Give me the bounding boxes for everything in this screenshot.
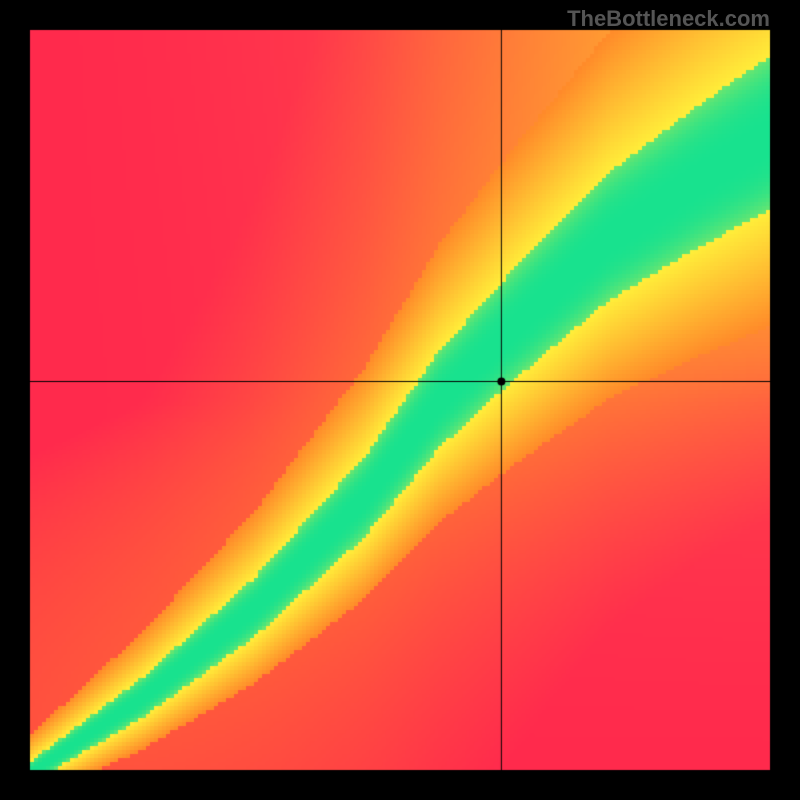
watermark-text: TheBottleneck.com — [567, 6, 770, 32]
heatmap-canvas — [0, 0, 800, 800]
